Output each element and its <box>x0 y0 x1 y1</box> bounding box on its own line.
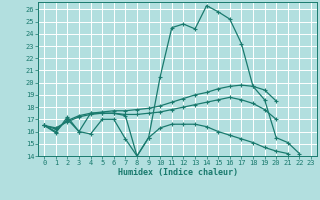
X-axis label: Humidex (Indice chaleur): Humidex (Indice chaleur) <box>118 168 238 177</box>
